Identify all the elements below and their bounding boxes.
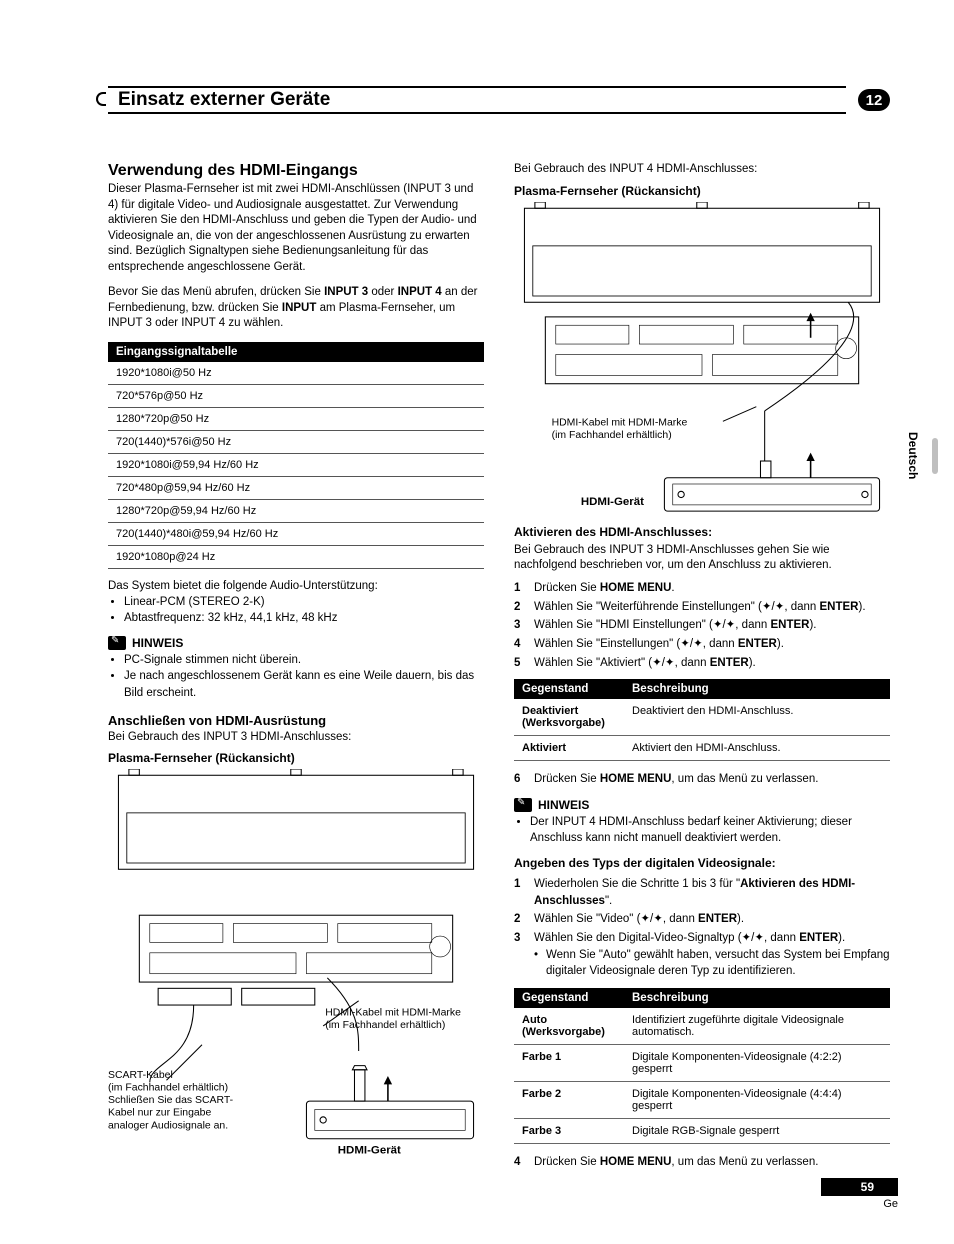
audio-support-item: Abtastfrequenz: 32 kHz, 44,1 kHz, 48 kHz	[124, 610, 484, 626]
video-type-heading: Angeben des Typs der digitalen Videosign…	[514, 856, 890, 870]
table-cell: Farbe 2	[514, 1082, 624, 1119]
svg-text:Kabel nur zur Eingabe: Kabel nur zur Eingabe	[108, 1108, 211, 1119]
language-side-tab: Deutsch	[906, 432, 920, 479]
activate-desc: Bei Gebrauch des INPUT 3 HDMI-Anschlusse…	[514, 543, 890, 574]
signal-row: 720*576p@50 Hz	[108, 384, 484, 407]
video-step-4: 4Drücken Sie HOME MENU, um das Menü zu v…	[514, 1154, 890, 1171]
table-cell: Auto (Werksvorgabe)	[514, 1008, 624, 1045]
page-lang: Ge	[821, 1198, 898, 1210]
table-cell: Farbe 3	[514, 1119, 624, 1144]
activate-heading: Aktivieren des HDMI-Anschlusses:	[514, 525, 890, 539]
activate-step-6: 6Drücken Sie HOME MENU, um das Menü zu v…	[514, 771, 890, 788]
signal-row: 720*480p@59,94 Hz/60 Hz	[108, 476, 484, 499]
svg-text:(im Fachhandel erhältlich): (im Fachhandel erhältlich)	[108, 1083, 228, 1094]
signal-table-header: Eingangssignaltabelle	[108, 342, 484, 362]
step-item: 1Wiederholen Sie die Schritte 1 bis 3 fü…	[514, 876, 890, 909]
step-item: 5Wählen Sie "Aktiviert" (✦/✦, dann ENTER…	[514, 655, 890, 672]
svg-text:HDMI-Gerät: HDMI-Gerät	[338, 1144, 401, 1155]
step-item: 3Wählen Sie den Digital-Video-Signaltyp …	[514, 930, 890, 980]
input4-use-line: Bei Gebrauch des INPUT 4 HDMI-Anschlusse…	[514, 162, 890, 178]
svg-text:HDMI-Kabel mit HDMI-Marke: HDMI-Kabel mit HDMI-Marke	[552, 417, 688, 428]
note-icon	[108, 636, 126, 650]
language-side-bar	[932, 438, 938, 474]
rear-view-label-2: Plasma-Fernseher (Rückansicht)	[514, 184, 890, 198]
chapter-header: Einsatz externer Geräte 12	[108, 86, 890, 114]
signal-row: 1280*720p@50 Hz	[108, 407, 484, 430]
signal-row: 720(1440)*576i@50 Hz	[108, 430, 484, 453]
step-item: 6Drücken Sie HOME MENU, um das Menü zu v…	[514, 771, 890, 788]
audio-support-item: Linear-PCM (STEREO 2-K)	[124, 594, 484, 610]
step-item: 2Wählen Sie "Video" (✦/✦, dann ENTER).	[514, 911, 890, 928]
note-label: HINWEIS	[132, 636, 183, 650]
connect-hdmi-sub: Bei Gebrauch des INPUT 3 HDMI-Anschlusse…	[108, 730, 484, 746]
table-cell: Aktiviert	[514, 736, 624, 761]
table-header: Beschreibung	[624, 679, 890, 699]
note-list: PC-Signale stimmen nicht überein. Je nac…	[108, 652, 484, 700]
signal-row: 720(1440)*480i@59,94 Hz/60 Hz	[108, 522, 484, 545]
rear-view-label: Plasma-Fernseher (Rückansicht)	[108, 751, 484, 765]
signal-row: 1920*1080i@59,94 Hz/60 Hz	[108, 453, 484, 476]
svg-text:Schließen Sie das SCART-: Schließen Sie das SCART-	[108, 1095, 234, 1106]
table-cell: Digitale Komponenten-Videosignale (4:4:4…	[624, 1082, 890, 1119]
table-cell: Aktiviert den HDMI-Anschluss.	[624, 736, 890, 761]
table-header: Gegenstand	[514, 679, 624, 699]
note-list-2: Der INPUT 4 HDMI-Anschluss bedarf keiner…	[514, 814, 890, 846]
note-item: Der INPUT 4 HDMI-Anschluss bedarf keiner…	[530, 814, 890, 846]
video-type-table: GegenstandBeschreibung Auto (Werksvorgab…	[514, 988, 890, 1144]
hdmi-before-menu: Bevor Sie das Menü abrufen, drücken Sie …	[108, 285, 484, 332]
hdmi-input-heading: Verwendung des HDMI-Eingangs	[108, 162, 484, 180]
svg-text:analoger Audiosignale an.: analoger Audiosignale an.	[108, 1120, 228, 1131]
right-column: Bei Gebrauch des INPUT 4 HDMI-Anschlusse…	[514, 162, 890, 1179]
connect-hdmi-heading: Anschließen von HDMI-Ausrüstung	[108, 713, 484, 728]
audio-support-list: Linear-PCM (STEREO 2-K) Abtastfrequenz: …	[108, 594, 484, 626]
table-cell: Deaktiviert (Werksvorgabe)	[514, 699, 624, 736]
table-cell: Deaktiviert den HDMI-Anschluss.	[624, 699, 890, 736]
hdmi-intro: Dieser Plasma-Fernseher ist mit zwei HDM…	[108, 182, 484, 275]
signal-row: 1920*1080p@24 Hz	[108, 545, 484, 568]
activate-steps: 1Drücken Sie HOME MENU. 2Wählen Sie "Wei…	[514, 580, 890, 671]
chapter-number: 12	[858, 89, 890, 111]
left-column: Verwendung des HDMI-Eingangs Dieser Plas…	[108, 162, 484, 1179]
table-cell: Digitale Komponenten-Videosignale (4:2:2…	[624, 1045, 890, 1082]
video-steps: 1Wiederholen Sie die Schritte 1 bis 3 fü…	[514, 876, 890, 980]
step-sub: Wenn Sie "Auto" gewählt haben, versucht …	[534, 947, 890, 980]
svg-text:SCART-Kabel: SCART-Kabel	[108, 1070, 173, 1081]
connection-diagram-input4: HDMI-Kabel mit HDMI-Marke (im Fachhandel…	[514, 202, 890, 515]
signal-row: 1920*1080i@50 Hz	[108, 362, 484, 385]
step-item: 2Wählen Sie "Weiterführende Einstellunge…	[514, 599, 890, 616]
table-header: Beschreibung	[624, 988, 890, 1008]
note-header-2: HINWEIS	[514, 798, 890, 812]
table-cell: Digitale RGB-Signale gesperrt	[624, 1119, 890, 1144]
step-item: 3Wählen Sie "HDMI Einstellungen" (✦/✦, d…	[514, 617, 890, 634]
table-cell: Identifiziert zugeführte digitale Videos…	[624, 1008, 890, 1045]
note-item: Je nach angeschlossenem Gerät kann es ei…	[124, 668, 484, 700]
step-item: 4Wählen Sie "Einstellungen" (✦/✦, dann E…	[514, 636, 890, 653]
note-icon	[514, 798, 532, 812]
svg-text:(im Fachhandel erhältlich): (im Fachhandel erhältlich)	[325, 1020, 445, 1031]
connection-diagram-input3: HDMI-Kabel mit HDMI-Marke (im Fachhandel…	[108, 769, 484, 1155]
chapter-title: Einsatz externer Geräte	[118, 89, 330, 110]
audio-support-line: Das System bietet die folgende Audio-Unt…	[108, 579, 484, 595]
svg-text:HDMI-Kabel mit HDMI-Marke: HDMI-Kabel mit HDMI-Marke	[325, 1008, 461, 1019]
table-cell: Farbe 1	[514, 1045, 624, 1082]
step-item: 4Drücken Sie HOME MENU, um das Menü zu v…	[514, 1154, 890, 1171]
svg-text:(im Fachhandel erhältlich): (im Fachhandel erhältlich)	[552, 430, 672, 441]
step-item: 1Drücken Sie HOME MENU.	[514, 580, 890, 597]
svg-text:HDMI-Gerät: HDMI-Gerät	[581, 495, 644, 507]
signal-row: 1280*720p@59,94 Hz/60 Hz	[108, 499, 484, 522]
note-header: HINWEIS	[108, 636, 484, 650]
note-item: PC-Signale stimmen nicht überein.	[124, 652, 484, 668]
page-footer: 59 Ge	[821, 1178, 898, 1210]
table-header: Gegenstand	[514, 988, 624, 1008]
signal-table: Eingangssignaltabelle 1920*1080i@50 Hz 7…	[108, 342, 484, 569]
activation-option-table: GegenstandBeschreibung Deaktiviert (Werk…	[514, 679, 890, 761]
note-label: HINWEIS	[538, 798, 589, 812]
page-number: 59	[821, 1178, 898, 1196]
